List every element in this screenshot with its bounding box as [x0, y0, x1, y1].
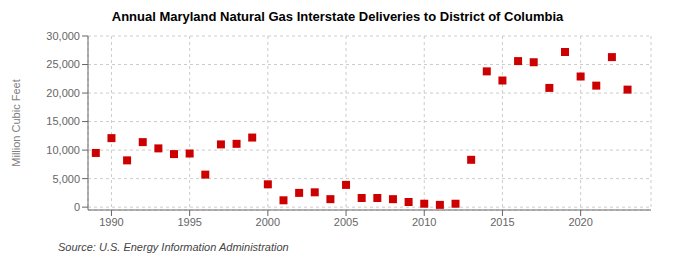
svg-text:2005: 2005: [334, 216, 358, 228]
svg-text:2000: 2000: [256, 216, 280, 228]
svg-text:2015: 2015: [490, 216, 514, 228]
svg-text:25,000: 25,000: [46, 58, 80, 70]
svg-text:15,000: 15,000: [46, 115, 80, 127]
svg-text:Million Cubic Feet: Million Cubic Feet: [10, 79, 22, 166]
svg-text:0: 0: [74, 201, 80, 213]
svg-text:1995: 1995: [177, 216, 201, 228]
svg-text:20,000: 20,000: [46, 87, 80, 99]
svg-text:10,000: 10,000: [46, 144, 80, 156]
svg-text:2010: 2010: [412, 216, 436, 228]
svg-text:2020: 2020: [568, 216, 592, 228]
svg-text:5,000: 5,000: [52, 173, 80, 185]
svg-text:30,000: 30,000: [46, 30, 80, 42]
html-text:Annual Maryland Natural Gas In: Annual Maryland Natural Gas Interstate D…: [111, 9, 564, 24]
svg-text:1990: 1990: [99, 216, 123, 228]
html-text:Source: U.S. Energy Informatio: Source: U.S. Energy Information Administ…: [58, 241, 289, 253]
